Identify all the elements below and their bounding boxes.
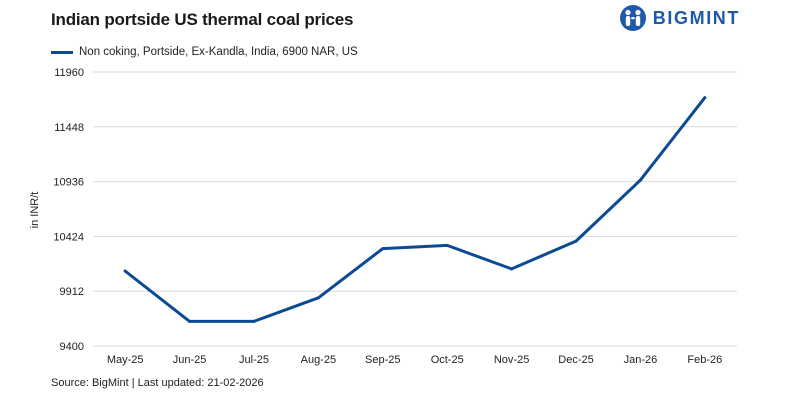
data-point <box>381 247 385 251</box>
series-line-0 <box>123 96 707 323</box>
data-point <box>510 267 514 271</box>
x-tick-label: Dec-25 <box>558 354 593 366</box>
chart-legend: Non coking, Portside, Ex-Kandla, India, … <box>51 46 358 58</box>
x-tick-label: Oct-25 <box>431 354 464 366</box>
data-point <box>123 269 127 273</box>
y-tick-label: 11448 <box>54 122 84 134</box>
x-tick-label: Jan-26 <box>624 354 658 366</box>
x-tick-label: May-25 <box>107 354 144 366</box>
source-note: Source: BigMint | Last updated: 21-02-20… <box>51 377 264 389</box>
x-tick-labels: May-25 Jun-25 Jul-25 Aug-25 Sep-25 Oct-25 Nov-… <box>107 354 722 366</box>
x-tick-label: Aug-25 <box>301 354 336 366</box>
people-logo-icon <box>619 5 646 31</box>
data-point <box>445 243 449 247</box>
x-tick-label: Sep-25 <box>365 354 400 366</box>
data-point <box>252 319 256 323</box>
gridlines <box>93 71 737 347</box>
y-tick-label: 11960 <box>54 67 84 79</box>
chart-title: Indian portside US thermal coal prices <box>51 10 354 29</box>
x-tick-label: Feb-26 <box>687 354 722 366</box>
series-layer <box>123 96 707 323</box>
data-point <box>574 239 578 243</box>
data-point <box>703 96 707 100</box>
legend-line-swatch <box>51 50 73 54</box>
x-tick-label: Nov-25 <box>494 354 529 366</box>
brand-logo: BIGMINT <box>619 4 740 32</box>
legend-label: Non coking, Portside, Ex-Kandla, India, … <box>79 46 358 58</box>
data-point <box>638 178 642 182</box>
y-tick-label: 9400 <box>60 341 84 353</box>
y-tick-labels: 9400 9912 10424 10936 11448 11960 <box>53 67 84 353</box>
brand-name: BIGMINT <box>652 7 740 28</box>
y-tick-label: 9912 <box>60 286 84 298</box>
data-point <box>188 319 192 323</box>
x-tick-label: Jun-25 <box>173 354 207 366</box>
y-tick-label: 10936 <box>53 177 84 189</box>
y-tick-label: 10424 <box>53 231 84 243</box>
data-point <box>316 296 320 300</box>
x-tick-label: Jul-25 <box>239 354 269 366</box>
